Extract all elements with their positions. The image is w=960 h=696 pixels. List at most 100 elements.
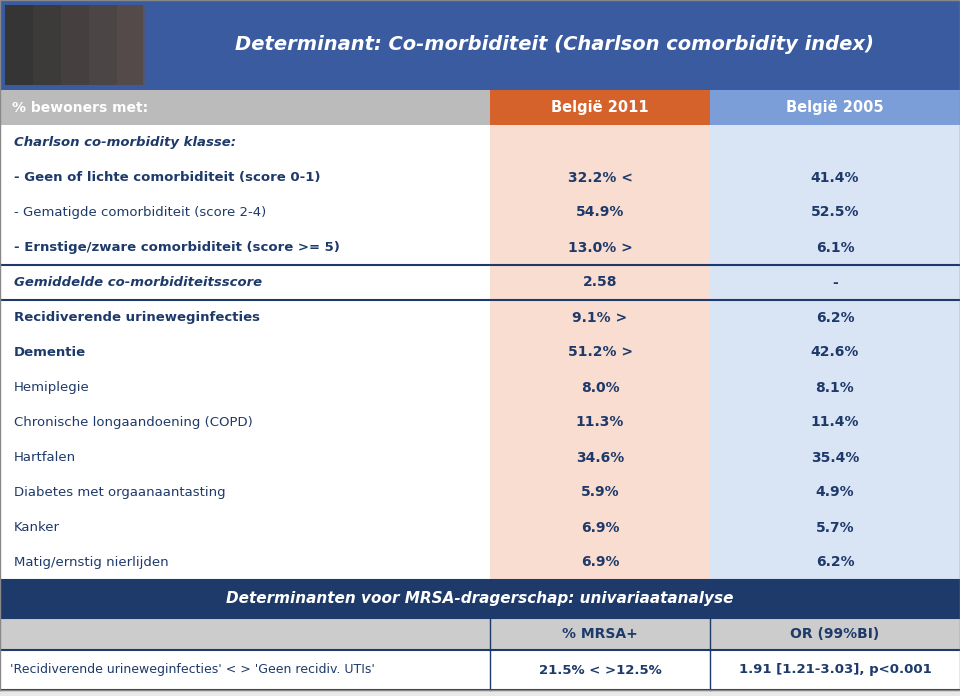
Text: 5.9%: 5.9%: [581, 486, 619, 500]
Bar: [490, 545, 710, 580]
Bar: [0, 618, 490, 650]
Text: Determinanten voor MRSA-dragerschap: univariaatanalyse: Determinanten voor MRSA-dragerschap: uni…: [227, 592, 733, 606]
Text: België 2005: België 2005: [786, 100, 884, 115]
Bar: [0, 580, 960, 618]
Text: Determinant: Co-morbiditeit (Charlson comorbidity index): Determinant: Co-morbiditeit (Charlson co…: [234, 35, 874, 54]
Text: 1.91 [1.21-3.03], p<0.001: 1.91 [1.21-3.03], p<0.001: [738, 663, 931, 677]
Text: % bewoners met:: % bewoners met:: [12, 100, 148, 115]
Text: 'Recidiverende urineweginfecties' < > 'Geen recidiv. UTIs': 'Recidiverende urineweginfecties' < > 'G…: [10, 663, 374, 677]
Text: Hemiplegie: Hemiplegie: [14, 381, 89, 394]
Text: - Ernstige/zware comorbiditeit (score >= 5): - Ernstige/zware comorbiditeit (score >=…: [14, 241, 340, 254]
Text: Charlson co-morbidity klasse:: Charlson co-morbidity klasse:: [14, 136, 236, 149]
Bar: [0, 0, 960, 90]
Bar: [0, 195, 490, 230]
Text: Kanker: Kanker: [14, 521, 60, 534]
Text: 9.1% >: 9.1% >: [572, 310, 628, 324]
Bar: [0, 510, 490, 545]
Bar: [710, 335, 960, 370]
Bar: [710, 618, 960, 650]
Bar: [0, 475, 490, 510]
Text: 51.2% >: 51.2% >: [567, 345, 633, 360]
Bar: [0, 0, 148, 90]
Bar: [490, 195, 710, 230]
Text: 52.5%: 52.5%: [811, 205, 859, 219]
Text: Dementie: Dementie: [14, 346, 86, 359]
Text: 13.0% >: 13.0% >: [567, 241, 633, 255]
Bar: [490, 405, 710, 440]
Bar: [0, 335, 490, 370]
Text: 6.2%: 6.2%: [816, 555, 854, 569]
Bar: [710, 405, 960, 440]
Text: Recidiverende urineweginfecties: Recidiverende urineweginfecties: [14, 311, 260, 324]
Bar: [0, 650, 490, 690]
Text: - Gematigde comorbiditeit (score 2-4): - Gematigde comorbiditeit (score 2-4): [14, 206, 266, 219]
Text: 4.9%: 4.9%: [816, 486, 854, 500]
Text: 21.5% < >12.5%: 21.5% < >12.5%: [539, 663, 661, 677]
Text: -: -: [832, 276, 838, 290]
Bar: [33, 5, 61, 85]
Bar: [490, 335, 710, 370]
Bar: [0, 125, 490, 160]
Text: - Geen of lichte comorbiditeit (score 0-1): - Geen of lichte comorbiditeit (score 0-…: [14, 171, 321, 184]
Bar: [89, 5, 117, 85]
Text: 11.3%: 11.3%: [576, 416, 624, 429]
Bar: [0, 160, 490, 195]
Bar: [490, 510, 710, 545]
Bar: [0, 545, 490, 580]
Text: 6.1%: 6.1%: [816, 241, 854, 255]
Bar: [490, 160, 710, 195]
Text: 2.58: 2.58: [583, 276, 617, 290]
Text: België 2011: België 2011: [551, 100, 649, 115]
Bar: [490, 370, 710, 405]
Bar: [0, 440, 490, 475]
Bar: [0, 90, 490, 125]
Bar: [710, 510, 960, 545]
Bar: [490, 440, 710, 475]
Text: 8.0%: 8.0%: [581, 381, 619, 395]
Bar: [0, 230, 490, 265]
Bar: [490, 265, 710, 300]
Bar: [0, 265, 490, 300]
Bar: [710, 125, 960, 160]
Bar: [490, 230, 710, 265]
Text: 6.9%: 6.9%: [581, 555, 619, 569]
Bar: [490, 618, 710, 650]
Text: 34.6%: 34.6%: [576, 450, 624, 464]
Text: 42.6%: 42.6%: [811, 345, 859, 360]
Text: 11.4%: 11.4%: [811, 416, 859, 429]
Text: 8.1%: 8.1%: [816, 381, 854, 395]
Bar: [710, 300, 960, 335]
Bar: [61, 5, 89, 85]
Bar: [710, 370, 960, 405]
Bar: [117, 5, 145, 85]
Text: 41.4%: 41.4%: [811, 171, 859, 184]
Bar: [490, 300, 710, 335]
Text: Chronische longaandoening (COPD): Chronische longaandoening (COPD): [14, 416, 252, 429]
Bar: [490, 125, 710, 160]
Text: Hartfalen: Hartfalen: [14, 451, 76, 464]
Text: 35.4%: 35.4%: [811, 450, 859, 464]
Bar: [710, 440, 960, 475]
Text: Gemiddelde co-morbiditeitsscore: Gemiddelde co-morbiditeitsscore: [14, 276, 262, 289]
Bar: [710, 230, 960, 265]
Text: 32.2% <: 32.2% <: [567, 171, 633, 184]
Bar: [148, 0, 960, 90]
Bar: [490, 475, 710, 510]
Bar: [710, 160, 960, 195]
Text: OR (99%BI): OR (99%BI): [790, 627, 879, 641]
Text: 6.2%: 6.2%: [816, 310, 854, 324]
Text: Matig/ernstig nierlijden: Matig/ernstig nierlijden: [14, 556, 169, 569]
Text: 54.9%: 54.9%: [576, 205, 624, 219]
Bar: [710, 545, 960, 580]
Bar: [710, 650, 960, 690]
Bar: [5, 5, 33, 85]
Bar: [490, 650, 710, 690]
Text: 5.7%: 5.7%: [816, 521, 854, 535]
Bar: [0, 370, 490, 405]
Text: Diabetes met orgaanaantasting: Diabetes met orgaanaantasting: [14, 486, 226, 499]
Bar: [710, 90, 960, 125]
Bar: [710, 195, 960, 230]
Bar: [710, 265, 960, 300]
Text: 6.9%: 6.9%: [581, 521, 619, 535]
Bar: [0, 300, 490, 335]
